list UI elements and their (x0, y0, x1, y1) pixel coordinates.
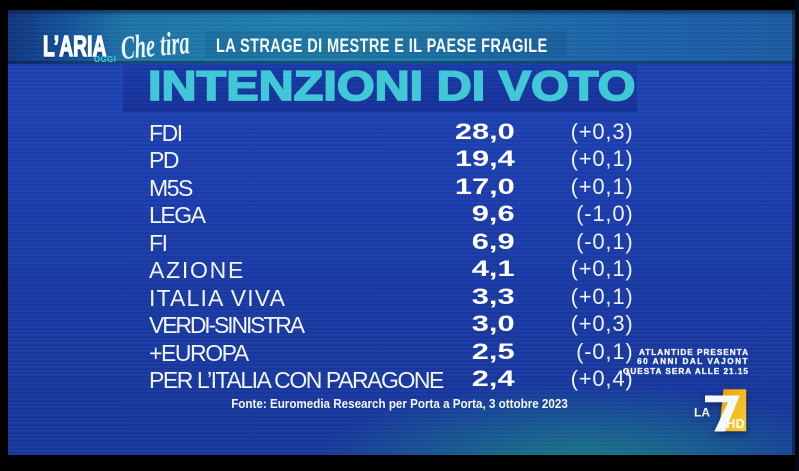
svg-text:LA: LA (694, 406, 710, 420)
svg-text:HD: HD (726, 417, 745, 431)
